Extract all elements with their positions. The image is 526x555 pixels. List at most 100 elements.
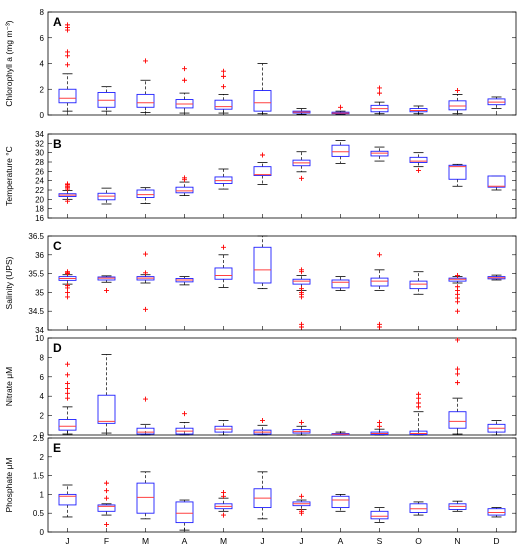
outlier-marker [299, 269, 304, 275]
outlier-marker [143, 58, 148, 64]
outlier-marker [299, 510, 304, 516]
outlier-marker [299, 294, 304, 300]
y-tick-label: 6 [40, 373, 45, 382]
iqr-box [331, 144, 350, 157]
outlier-marker [377, 90, 382, 96]
x-tick-label: S [377, 536, 383, 546]
iqr-box [331, 495, 350, 509]
x-tick-label: J [299, 536, 303, 546]
box-8 [331, 276, 350, 291]
y-tick-label: 8 [40, 353, 45, 362]
x-tick-label: M [142, 536, 149, 546]
outlier-marker [65, 198, 70, 204]
outlier-marker [221, 512, 226, 518]
iqr-box [175, 186, 194, 194]
iqr-box [487, 508, 506, 516]
box-6 [253, 235, 272, 290]
box-1 [58, 181, 77, 204]
x-tick-label: A [338, 536, 344, 546]
y-tick-label: 10 [35, 334, 44, 343]
outlier-marker [299, 419, 304, 425]
y-tick-label: 2 [40, 85, 45, 94]
box-3 [136, 251, 155, 312]
outlier-marker [104, 288, 109, 294]
box-2 [97, 275, 116, 294]
panel-label: C [53, 239, 62, 253]
outlier-marker [182, 66, 187, 72]
box-4 [175, 499, 194, 531]
outlier-marker [65, 385, 70, 391]
y-tick-label: 36 [35, 251, 44, 260]
box-5 [214, 68, 233, 114]
iqr-box [331, 279, 350, 289]
box-10 [409, 152, 428, 173]
y-tick-label: 30 [35, 149, 44, 158]
iqr-box [253, 246, 272, 284]
iqr-box [175, 501, 194, 524]
y-tick-label: 8 [40, 8, 45, 17]
box-11 [448, 88, 467, 115]
iqr-box [292, 278, 311, 285]
y-tick-label: 0.5 [33, 509, 45, 518]
outlier-marker [104, 521, 109, 527]
iqr-box [448, 164, 467, 180]
iqr-box [58, 419, 77, 431]
outlier-marker [65, 62, 70, 68]
outlier-marker [104, 480, 109, 486]
box-9 [370, 419, 389, 436]
outlier-marker [260, 417, 265, 423]
box-5 [214, 168, 233, 190]
box-12 [487, 274, 506, 281]
y-tick-label: 16 [35, 214, 44, 223]
box-3 [136, 58, 155, 113]
box-7 [292, 267, 311, 330]
panel-label: D [53, 341, 62, 355]
outlier-marker [377, 85, 382, 91]
x-tick-label: D [493, 536, 499, 546]
box-4 [175, 66, 194, 114]
outlier-marker [221, 73, 226, 79]
y-tick-label: 24 [35, 177, 44, 186]
iqr-box [214, 267, 233, 280]
box-2 [97, 480, 116, 527]
box-3 [136, 471, 155, 520]
box-7 [292, 151, 311, 181]
outlier-marker [143, 306, 148, 312]
box-7 [292, 108, 311, 115]
x-tick-label: A [182, 536, 188, 546]
outlier-marker [143, 270, 148, 276]
box-11 [448, 163, 467, 187]
panel-label: B [53, 137, 62, 151]
y-tick-label: 2 [40, 453, 45, 462]
box-4 [175, 276, 194, 286]
iqr-box [370, 510, 389, 520]
box-8 [331, 493, 350, 512]
outlier-marker [65, 283, 70, 289]
box-1 [58, 484, 77, 518]
plot-frame [47, 133, 517, 219]
x-tick-label: F [104, 536, 109, 546]
outlier-marker [455, 337, 460, 343]
y-tick-label: 0 [40, 528, 45, 537]
outlier-marker [65, 294, 70, 300]
y-tick-label: 20 [35, 195, 44, 204]
outlier-marker [65, 49, 70, 55]
box-8 [331, 431, 350, 436]
panel-label: A [53, 15, 62, 29]
box-11 [448, 337, 467, 435]
outlier-marker [65, 361, 70, 367]
box-12 [487, 96, 506, 109]
box-10 [409, 391, 428, 436]
outlier-marker [221, 68, 226, 74]
y-axis-label: Phosphate μM [4, 458, 14, 513]
box-7 [292, 419, 311, 436]
outlier-marker [377, 252, 382, 258]
box-1 [58, 361, 77, 435]
iqr-box [409, 280, 428, 290]
box-2 [97, 354, 116, 434]
box-11 [448, 500, 467, 512]
outlier-marker [299, 175, 304, 181]
outlier-marker [65, 395, 70, 401]
outlier-marker [455, 299, 460, 305]
